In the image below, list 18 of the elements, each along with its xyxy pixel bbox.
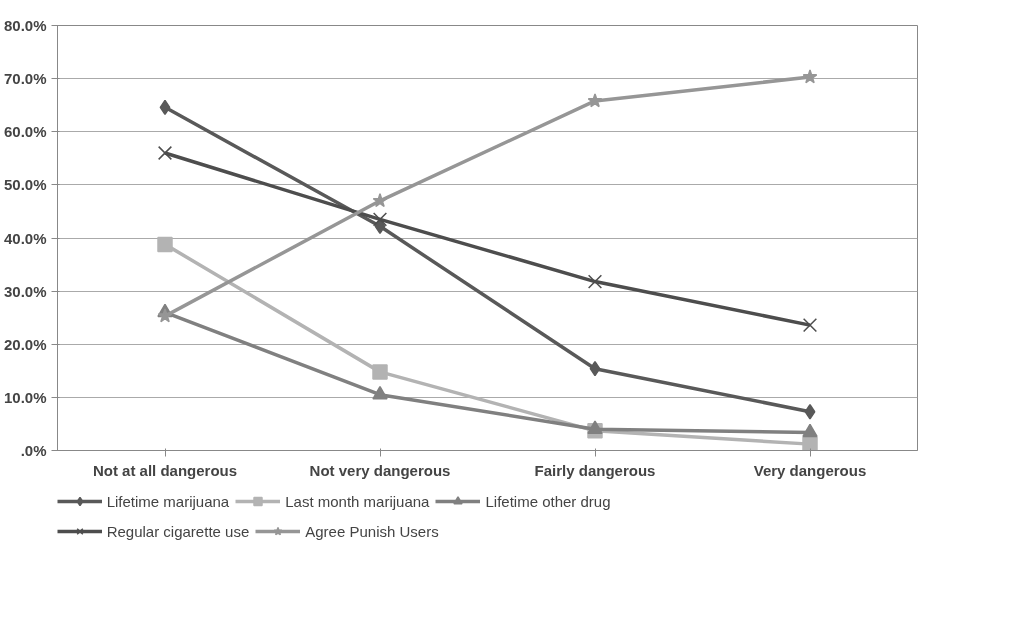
x-tick-label: Not at all dangerous: [92, 461, 238, 479]
y-tick-label: 80.0%: [3, 17, 47, 34]
legend-label: Lifetime marijuana: [106, 492, 230, 510]
legend-label: Last month marijuana: [285, 492, 430, 510]
y-tick-label: 20.0%: [3, 335, 47, 353]
y-tick-label: 30.0%: [3, 282, 47, 300]
y-tick-label: .0%: [20, 442, 47, 459]
legend-label: Lifetime other drug: [485, 492, 611, 510]
y-tick-label: 40.0%: [3, 229, 47, 247]
y-tick-label: 10.0%: [3, 388, 47, 406]
legend-label: Agree Punish Users: [305, 522, 439, 540]
legend-label: Regular cigarette use: [106, 522, 250, 540]
x-tick-label: Fairly dangerous: [534, 461, 656, 479]
y-tick-label: 60.0%: [3, 123, 47, 141]
x-tick-label: Not very dangerous: [309, 461, 451, 479]
y-tick-label: 70.0%: [3, 70, 47, 88]
y-tick-label: 50.0%: [3, 176, 47, 194]
x-tick-label: Very dangerous: [753, 461, 867, 479]
